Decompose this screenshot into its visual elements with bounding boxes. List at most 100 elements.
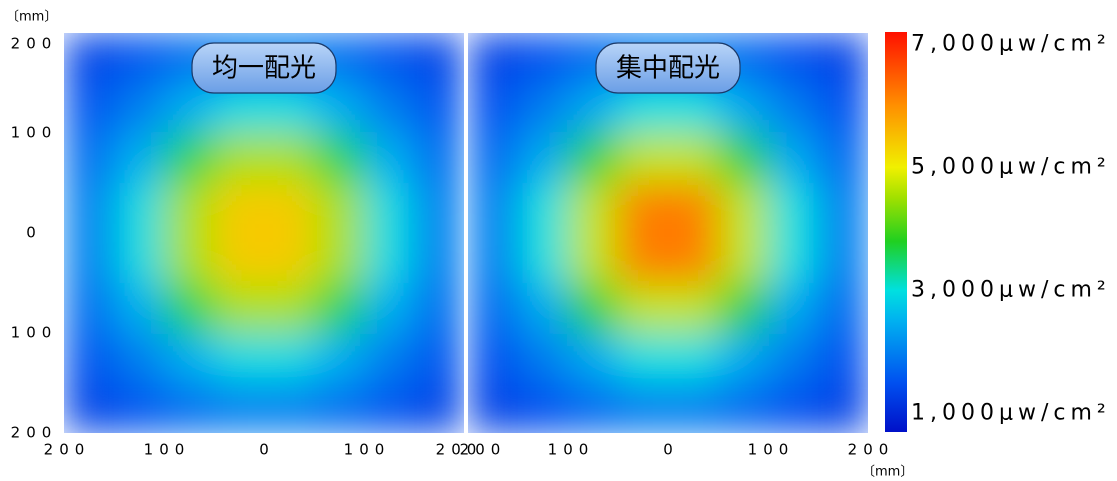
heatmap-cell	[214, 133, 265, 184]
heatmap-cell	[264, 183, 315, 234]
heatmap-cell	[314, 283, 365, 334]
y-tick-label: 200	[11, 424, 58, 442]
heatmap-cell	[618, 283, 669, 334]
heatmap-cell	[618, 183, 669, 234]
heatmap-cell	[568, 383, 619, 433]
x-tick-label: 200	[44, 441, 91, 459]
heatmap-cell	[568, 133, 619, 184]
heatmap-cell	[114, 383, 165, 433]
x-axis-unit: 〔mm〕	[862, 465, 913, 480]
heatmap-cell	[164, 133, 215, 184]
heatmap-cell	[214, 183, 265, 234]
heatmap-cell	[468, 333, 519, 384]
heatmap-cell	[114, 83, 165, 134]
panel-title: 均一配光	[212, 54, 316, 84]
heatmap-cell	[414, 283, 464, 334]
heatmap-cell	[768, 333, 819, 384]
heatmap-cell	[768, 383, 819, 433]
y-tick-label: 100	[11, 324, 58, 342]
heatmap-cell	[768, 33, 819, 84]
heatmap-cell	[64, 83, 115, 134]
heatmap-cell	[818, 183, 868, 234]
heatmap-cell	[64, 233, 115, 284]
heatmap-cell	[114, 133, 165, 184]
colorbar-label: 7,000μw/cm²	[911, 31, 1111, 56]
y-axis-unit: 〔mm〕	[6, 10, 57, 25]
heatmap-cell	[364, 333, 415, 384]
heatmap-cell	[164, 383, 215, 433]
x-tick-label: 100	[344, 441, 391, 459]
heatmap-cell	[518, 83, 569, 134]
heatmap-cell	[264, 233, 315, 284]
heatmap-cell	[718, 383, 769, 433]
heatmap-cell	[618, 233, 669, 284]
x-tick-label: 200	[436, 441, 483, 459]
colorbar-label: 5,000μw/cm²	[911, 154, 1111, 179]
heatmap-cell	[114, 183, 165, 234]
heatmap-cell	[64, 133, 115, 184]
heatmap-cell	[518, 233, 569, 284]
heatmap-cell	[468, 383, 519, 433]
heatmap-cell	[64, 333, 115, 384]
heatmap-cell	[468, 133, 519, 184]
heatmap-cell	[364, 33, 415, 84]
heatmap-cell	[414, 83, 464, 134]
heatmap-cell	[718, 233, 769, 284]
heatmap-cell	[468, 283, 519, 334]
heatmap-cell	[414, 133, 464, 184]
heatmap-cell	[668, 233, 719, 284]
panel-title: 集中配光	[616, 54, 720, 84]
heatmap-cell	[568, 283, 619, 334]
colorbar-label: 1,000μw/cm²	[911, 401, 1111, 426]
y-tick-label: 200	[11, 35, 58, 53]
heatmap-cell	[568, 183, 619, 234]
heatmap-panel	[468, 33, 868, 433]
heatmap-cell	[264, 383, 315, 433]
heatmap-cell	[468, 33, 519, 84]
heatmap-cell	[668, 133, 719, 184]
heatmap-cell	[214, 233, 265, 284]
heatmap-cell	[314, 133, 365, 184]
y-tick-label: 100	[11, 124, 58, 142]
heatmap-cell	[618, 133, 669, 184]
heatmap-cell	[364, 183, 415, 234]
heatmap-cell	[618, 383, 669, 433]
heatmap-cell	[114, 333, 165, 384]
heatmap-cell	[364, 283, 415, 334]
panel-title-box	[191, 42, 337, 94]
heatmap-cell	[64, 283, 115, 334]
heatmap-cell	[718, 283, 769, 334]
heatmap-cell	[818, 333, 868, 384]
heatmap-cell	[768, 283, 819, 334]
heatmap-cell	[314, 183, 365, 234]
heatmap-cell	[668, 183, 719, 234]
heatmap-cell	[468, 83, 519, 134]
x-tick-label: 200	[460, 441, 507, 459]
x-tick-label: 100	[144, 441, 191, 459]
x-tick-label: 0	[259, 441, 275, 459]
heatmap-cell	[114, 233, 165, 284]
heatmap-cell	[818, 33, 868, 84]
heatmap-cell	[618, 333, 669, 384]
panel-title-box	[595, 42, 741, 94]
heatmap-cell	[718, 333, 769, 384]
heatmap-cell	[214, 333, 265, 384]
heatmap-cell	[164, 333, 215, 384]
x-tick-label: 0	[663, 441, 679, 459]
heatmap-cell	[518, 383, 569, 433]
heatmap-cell	[114, 33, 165, 84]
heatmap-cell	[64, 183, 115, 234]
heatmap-cell	[768, 233, 819, 284]
heatmap-cell	[414, 383, 464, 433]
heatmap-cell	[818, 133, 868, 184]
y-tick-label: 0	[26, 224, 42, 242]
heatmap-cell	[164, 183, 215, 234]
heatmap-cell	[114, 283, 165, 334]
heatmap-cell	[314, 233, 365, 284]
heatmap-cell	[468, 183, 519, 234]
heatmap-cell	[364, 83, 415, 134]
colorbar-label: 3,000μw/cm²	[911, 277, 1111, 302]
x-tick-label: 100	[548, 441, 595, 459]
heatmap-cell	[818, 83, 868, 134]
